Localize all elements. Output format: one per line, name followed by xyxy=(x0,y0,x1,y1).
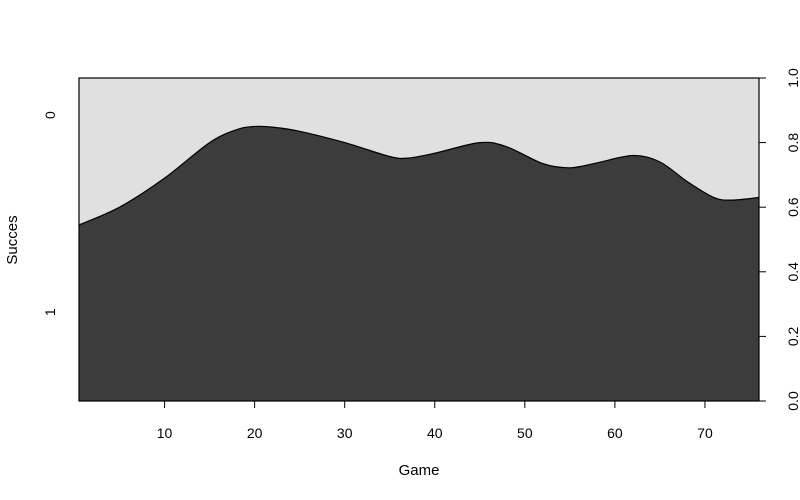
right-y-tick-label: 0.4 xyxy=(785,262,800,282)
x-tick-label: 30 xyxy=(337,425,353,441)
x-tick-label: 70 xyxy=(697,425,713,441)
x-tick-label: 10 xyxy=(157,425,173,441)
x-tick-label: 40 xyxy=(427,425,443,441)
right-y-tick-label: 0.0 xyxy=(785,391,800,411)
right-y-tick-label: 0.6 xyxy=(785,197,800,217)
x-tick-label: 60 xyxy=(607,425,623,441)
category-label-0: 0 xyxy=(42,111,58,119)
right-y-tick-label: 0.8 xyxy=(785,133,800,153)
lower-area-success-1 xyxy=(79,126,759,401)
category-label-1: 1 xyxy=(42,308,58,316)
x-axis-title: Game xyxy=(399,462,440,479)
right-y-tick-label: 1.0 xyxy=(785,68,800,88)
right-y-axis: 0.0 0.2 0.4 0.6 0.8 1.0 xyxy=(758,68,800,411)
boundary-curve xyxy=(78,125,760,226)
x-tick-label: 20 xyxy=(247,425,263,441)
x-axis: 10 20 30 40 50 60 70 xyxy=(157,400,713,441)
right-y-tick-label: 0.2 xyxy=(785,326,800,346)
x-tick-label: 50 xyxy=(517,425,533,441)
y-axis-title: Succes xyxy=(4,215,21,264)
left-category-labels: 01 xyxy=(42,111,58,316)
